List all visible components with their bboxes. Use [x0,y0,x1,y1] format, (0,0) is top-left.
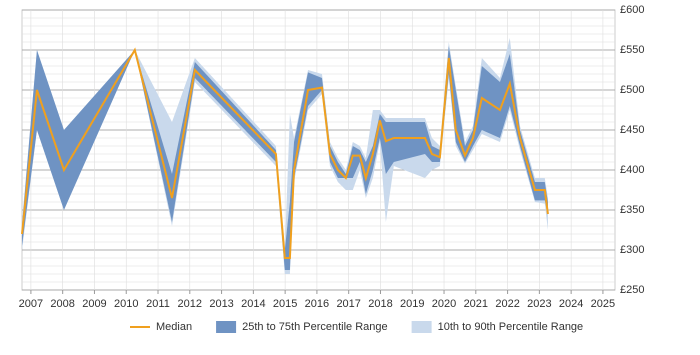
legend-label: Median [156,321,192,333]
x-tick-label: 2012 [178,298,202,310]
x-tick-label: 2016 [305,298,329,310]
x-tick-label: 2019 [400,298,424,310]
x-tick-label: 2017 [336,298,360,310]
median-line [21,47,549,259]
y-tick-label: £350 [620,204,644,216]
legend-label: 25th to 75th Percentile Range [242,321,388,333]
x-tick-label: 2010 [114,298,138,310]
x-tick-label: 2024 [559,298,583,310]
y-tick-label: £500 [620,84,644,96]
y-tick-label: £250 [620,284,644,296]
x-tick-label: 2025 [591,298,615,310]
y-tick-label: £600 [620,4,644,16]
legend-label: 10th to 90th Percentile Range [438,321,584,333]
x-tick-label: 2011 [146,298,170,310]
x-tick-label: 2023 [527,298,551,310]
x-tick-label: 2009 [82,298,106,310]
percentile-band [22,38,548,274]
x-tick-label: 2007 [19,298,43,310]
plot-area [21,9,616,291]
x-tick-label: 2022 [495,298,519,310]
legend-swatch [411,321,432,333]
x-tick-label: 2014 [241,298,265,310]
legend-swatch [216,321,237,333]
x-tick-label: 2008 [50,298,74,310]
y-tick-label: £450 [620,124,644,136]
x-tick-label: 2020 [432,298,456,310]
y-tick-label: £550 [620,44,644,56]
x-tick-label: 2021 [464,298,488,310]
x-tick-label: 2018 [368,298,392,310]
x-tick-label: 2015 [273,298,297,310]
x-tick-label: 2013 [209,298,233,310]
y-tick-label: £300 [620,244,644,256]
y-tick-label: £400 [620,164,644,176]
